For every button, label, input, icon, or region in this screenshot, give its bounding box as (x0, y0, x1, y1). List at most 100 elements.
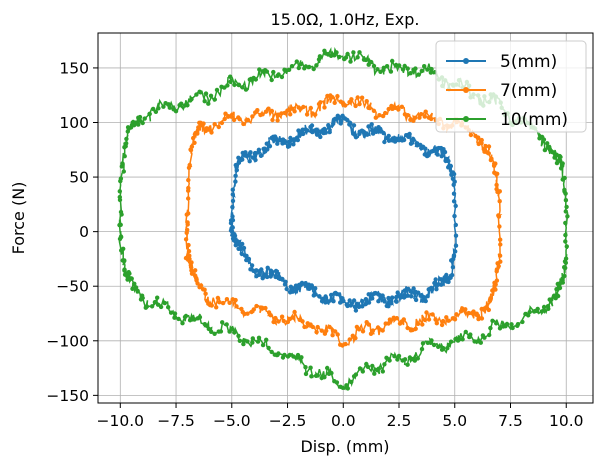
data-point (270, 117, 275, 123)
data-point (479, 140, 484, 146)
data-point (430, 312, 435, 317)
data-point (486, 151, 491, 156)
data-point (382, 362, 387, 367)
data-point (197, 285, 202, 290)
data-point (429, 66, 434, 72)
data-point (384, 303, 389, 309)
data-point (428, 70, 434, 75)
data-point (194, 92, 199, 97)
data-point (132, 281, 137, 286)
data-point (309, 374, 314, 379)
data-point (423, 146, 428, 151)
data-point (133, 285, 139, 290)
data-point (258, 305, 263, 310)
data-point (453, 249, 458, 254)
data-point (413, 297, 419, 303)
data-point (224, 322, 229, 327)
data-point (249, 309, 254, 315)
series-layer (117, 46, 570, 391)
data-point (418, 112, 424, 117)
data-point (195, 131, 200, 136)
data-point (448, 163, 453, 169)
data-point (375, 67, 380, 72)
data-point (338, 384, 343, 389)
series-5(mm) (228, 113, 459, 313)
data-point (382, 139, 387, 145)
data-point (119, 212, 124, 217)
data-point (408, 71, 413, 76)
data-point (239, 251, 245, 257)
x-tick-label: −10.0 (97, 412, 145, 430)
data-point (227, 300, 232, 305)
data-point (347, 298, 352, 303)
data-point (405, 66, 410, 71)
data-point (449, 258, 454, 263)
data-point (453, 243, 459, 248)
data-point (554, 153, 559, 158)
data-point (387, 358, 392, 363)
data-point (351, 374, 357, 379)
data-point (268, 274, 273, 279)
data-point (367, 105, 373, 111)
data-point (542, 147, 548, 153)
data-point (360, 299, 365, 304)
data-point (558, 166, 564, 171)
data-point (475, 135, 480, 141)
data-point (360, 329, 366, 334)
data-point (267, 144, 273, 149)
data-point (434, 321, 439, 326)
data-point (315, 324, 320, 330)
data-point (245, 117, 251, 123)
data-point (135, 288, 140, 293)
data-point (334, 50, 339, 55)
data-point (187, 318, 193, 323)
data-point (496, 263, 501, 269)
data-point (233, 173, 238, 178)
data-point (288, 135, 293, 141)
data-point (143, 305, 148, 310)
data-point (377, 113, 382, 118)
data-point (229, 114, 234, 119)
data-point (121, 169, 127, 174)
data-point (490, 318, 495, 323)
data-point (305, 321, 310, 326)
data-point (374, 128, 379, 133)
data-point (317, 294, 322, 299)
data-point (263, 305, 268, 311)
data-point (363, 297, 369, 302)
data-point (563, 232, 568, 238)
data-point (467, 334, 472, 340)
data-point (185, 222, 190, 227)
data-point (384, 355, 389, 360)
data-point (370, 328, 376, 333)
data-point (119, 248, 124, 253)
data-point (149, 304, 155, 309)
data-point (222, 85, 227, 90)
data-point (286, 67, 292, 73)
data-point (338, 119, 344, 124)
x-tick-label: 7.5 (498, 412, 523, 430)
data-point (419, 68, 424, 74)
data-point (248, 267, 253, 272)
data-point (408, 141, 414, 146)
data-point (388, 301, 394, 306)
data-point (515, 323, 520, 328)
data-point (563, 260, 568, 265)
data-point (189, 96, 194, 102)
data-point (200, 287, 206, 292)
data-point (338, 342, 343, 347)
data-point (564, 204, 569, 210)
data-point (327, 129, 332, 135)
data-point (276, 72, 281, 77)
data-point (326, 123, 331, 128)
data-point (240, 157, 245, 162)
data-point (382, 299, 387, 304)
data-point (552, 293, 557, 298)
y-tick-label: 50 (69, 169, 89, 187)
data-point (232, 82, 237, 88)
data-point (260, 112, 265, 117)
data-point (188, 147, 194, 153)
data-point (349, 97, 354, 102)
data-point (405, 362, 410, 367)
data-point (269, 77, 274, 83)
